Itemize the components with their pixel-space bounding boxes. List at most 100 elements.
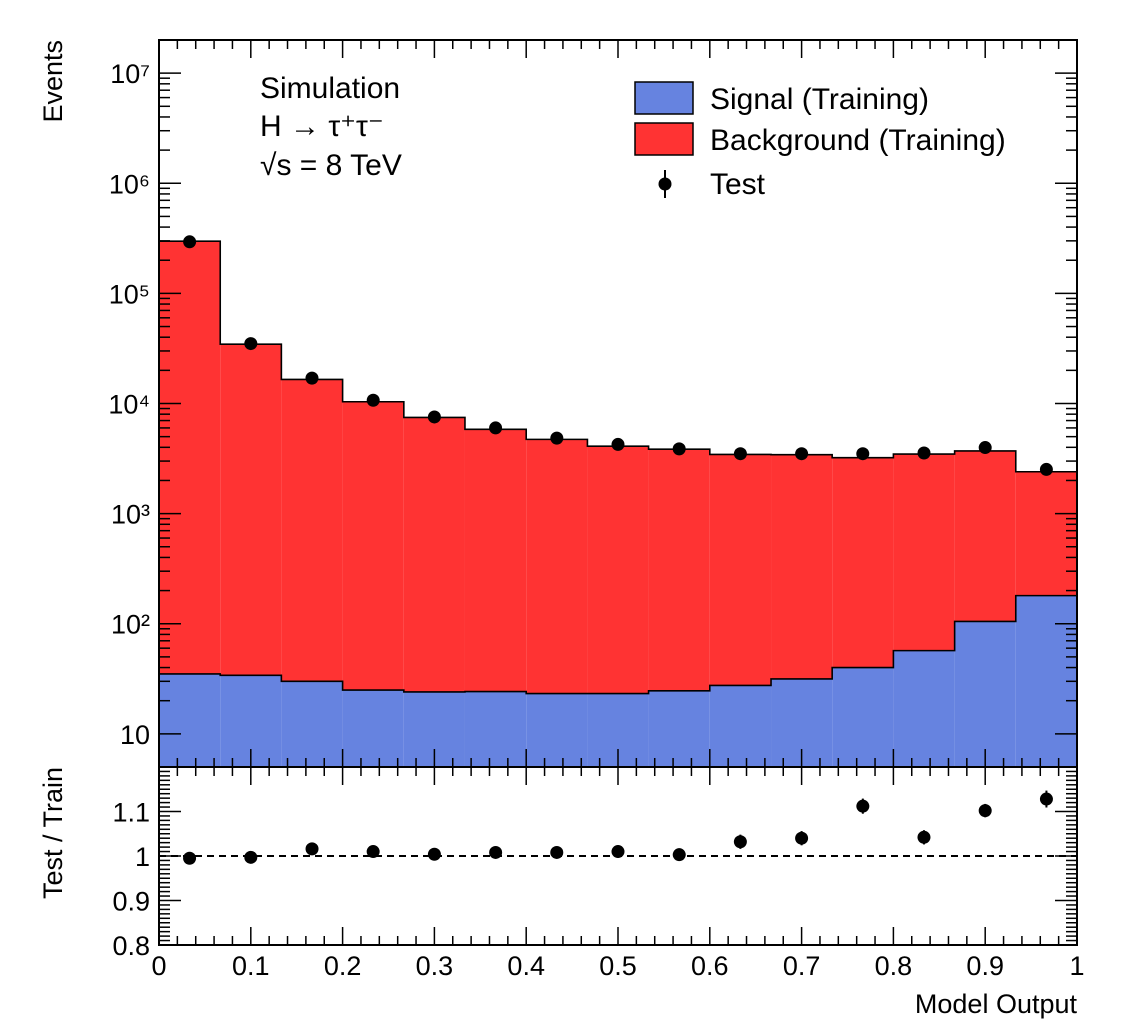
test-point bbox=[489, 421, 503, 435]
test-point bbox=[795, 447, 809, 461]
test-point bbox=[856, 447, 870, 461]
y-tick-label: 10⁵ bbox=[109, 279, 150, 309]
y-tick-label: 10⁶ bbox=[109, 169, 150, 199]
ratio-point bbox=[366, 845, 380, 859]
ratio-point bbox=[550, 845, 564, 859]
ratio-point bbox=[917, 830, 931, 844]
background-bar bbox=[954, 450, 1016, 622]
ratio-panel: 0.8 0.9 1 1.1 0 0.1 0.2 0.3 0.4 0.5 0.6 0.7 0.8 0.9 1… bbox=[38, 766, 1085, 1019]
annotation-energy: √s = 8 TeV bbox=[260, 149, 402, 182]
main-y-axis-title: Events bbox=[38, 40, 68, 123]
test-point bbox=[733, 447, 747, 461]
test-point bbox=[1039, 462, 1053, 476]
test-point bbox=[917, 446, 931, 460]
background-bar bbox=[281, 379, 343, 682]
x-tick-label: 0.7 bbox=[783, 951, 821, 981]
signal-bar bbox=[281, 681, 343, 767]
x-tick-label: 0.5 bbox=[599, 951, 637, 981]
x-tick-label: 0.4 bbox=[507, 951, 545, 981]
ratio-point bbox=[978, 804, 992, 818]
y-tick-label: 10⁷ bbox=[110, 59, 150, 89]
background-bar bbox=[403, 417, 465, 692]
ratio-point bbox=[489, 845, 503, 859]
x-tick-label: 1 bbox=[1069, 951, 1084, 981]
x-tick-label: 0.3 bbox=[416, 951, 454, 981]
ratio-point bbox=[733, 835, 747, 849]
ratio-point bbox=[244, 850, 258, 864]
legend-swatch-background bbox=[634, 122, 694, 156]
background-bar bbox=[159, 241, 221, 674]
background-bar bbox=[587, 446, 649, 694]
signal-bar bbox=[954, 621, 1016, 767]
y-tick-label: 10² bbox=[111, 610, 150, 640]
background-bar bbox=[1015, 471, 1077, 596]
signal-bar bbox=[648, 690, 710, 767]
test-point bbox=[672, 442, 686, 456]
ratio-axis-ticks bbox=[158, 766, 1078, 946]
signal-bar bbox=[832, 667, 894, 767]
y-tick-label: 10⁴ bbox=[108, 390, 150, 420]
main-panel: 10 10² 10³ 10⁴ 10⁵ 10⁶ 10⁷ Events bbox=[38, 39, 1078, 768]
ratio-point bbox=[183, 851, 197, 865]
test-point bbox=[366, 393, 380, 407]
signal-bar bbox=[159, 673, 221, 767]
stacked-histogram bbox=[159, 240, 1077, 767]
legend-label-signal: Signal (Training) bbox=[710, 83, 929, 116]
legend-label-test: Test bbox=[710, 168, 766, 201]
background-bar bbox=[832, 457, 894, 668]
ratio-point bbox=[856, 799, 870, 813]
signal-bar bbox=[464, 691, 527, 767]
x-tick-label: 0.2 bbox=[324, 951, 362, 981]
y-tick-label: 10³ bbox=[111, 500, 150, 530]
annotation-block: Simulation H → τ⁺τ⁻ √s = 8 TeV bbox=[260, 72, 402, 182]
background-bar bbox=[342, 401, 404, 691]
main-axis-ticks bbox=[158, 39, 1078, 767]
background-bar bbox=[893, 454, 955, 651]
ratio-y-axis-title: Test / Train bbox=[38, 767, 68, 899]
x-tick-label: 0.8 bbox=[875, 951, 913, 981]
ratio-point bbox=[672, 848, 686, 862]
annotation-process: H → τ⁺τ⁻ bbox=[260, 110, 384, 143]
ratio-point bbox=[305, 842, 319, 856]
ratio-y-tick-label: 1.1 bbox=[112, 798, 150, 828]
background-bar bbox=[771, 454, 833, 679]
signal-bar bbox=[709, 685, 772, 767]
y-tick-label: 10 bbox=[120, 720, 150, 750]
ratio-y-tick-label: 0.9 bbox=[112, 887, 150, 917]
background-bar bbox=[526, 439, 588, 694]
ratio-point bbox=[427, 847, 441, 861]
signal-bar bbox=[526, 693, 588, 767]
legend-swatch-signal bbox=[634, 81, 694, 115]
x-tick-label: 0.6 bbox=[691, 951, 729, 981]
ratio-y-tick-label: 0.8 bbox=[112, 931, 150, 961]
signal-bar bbox=[893, 650, 955, 767]
test-point bbox=[550, 431, 564, 445]
x-tick-labels: 0 0.1 0.2 0.3 0.4 0.5 0.6 0.7 0.8 0.9 1 bbox=[151, 951, 1084, 981]
legend-label-background: Background (Training) bbox=[710, 124, 1006, 157]
test-point bbox=[244, 337, 258, 351]
background-bar bbox=[648, 449, 710, 691]
test-markers bbox=[183, 235, 1053, 476]
ratio-point bbox=[795, 831, 809, 845]
x-axis-title: Model Output bbox=[915, 989, 1078, 1019]
ratio-y-tick-label: 1 bbox=[135, 842, 150, 872]
x-tick-label: 0 bbox=[151, 951, 166, 981]
ratio-point bbox=[611, 845, 625, 859]
test-point bbox=[978, 441, 992, 455]
legend: Signal (Training) Background (Training) … bbox=[634, 81, 1006, 201]
ratio-point bbox=[1039, 792, 1053, 806]
background-bar bbox=[464, 429, 527, 692]
background-bar bbox=[220, 344, 282, 676]
test-point bbox=[611, 437, 625, 451]
signal-bar bbox=[342, 690, 404, 767]
main-y-tick-labels: 10 10² 10³ 10⁴ 10⁵ 10⁶ 10⁷ bbox=[108, 59, 150, 750]
ratio-markers bbox=[183, 790, 1053, 865]
legend-marker-test bbox=[658, 177, 672, 191]
ratio-y-tick-labels: 0.8 0.9 1 1.1 bbox=[112, 798, 150, 962]
test-point bbox=[305, 371, 319, 385]
background-bar bbox=[709, 454, 772, 686]
test-point bbox=[427, 410, 441, 424]
test-point bbox=[183, 235, 197, 249]
x-tick-label: 0.9 bbox=[966, 951, 1004, 981]
